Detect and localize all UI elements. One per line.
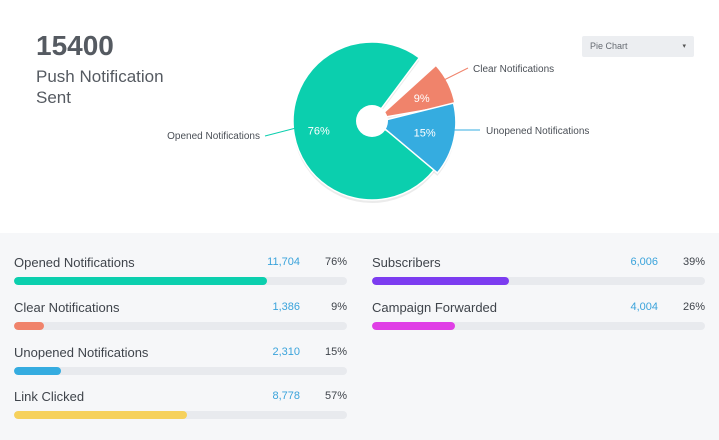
pie-callout-label: Clear Notifications: [473, 64, 554, 75]
stat-percent: 57%: [324, 390, 347, 402]
pie-callout-line: [439, 67, 469, 83]
stat-unopened-notifications: Unopened Notifications 2,310 15%: [14, 345, 347, 389]
chevron-down-icon: ▾: [682, 43, 686, 50]
pie-slice-percent: 76%: [308, 125, 330, 137]
total-count: 15400: [36, 30, 114, 61]
stat-link-clicked: Link Clicked 8,778 57%: [14, 389, 347, 433]
pie-slice-unopened-notifications[interactable]: [375, 102, 457, 174]
pie-callout-label: Unopened Notifications: [486, 126, 589, 137]
progress-track: [14, 322, 347, 330]
progress-fill: [14, 277, 268, 285]
pie-center-hole: [356, 105, 388, 137]
stat-percent: 15%: [324, 346, 347, 358]
stat-percent: 39%: [682, 256, 705, 268]
chart-type-select[interactable]: Pie Chart ▾: [582, 36, 694, 57]
progress-fill: [14, 322, 44, 330]
stat-percent: 26%: [682, 301, 705, 313]
stat-count[interactable]: 4,004: [630, 301, 658, 313]
stats-panel: Opened Notifications 11,704 76% Clear No…: [0, 233, 719, 440]
progress-track: [372, 277, 705, 285]
stat-opened-notifications: Opened Notifications 11,704 76%: [14, 255, 347, 299]
pie-slice-clear-notifications[interactable]: [374, 64, 457, 120]
pie-chart: 76% Opened Notifications 9% Clear Notificat…: [167, 41, 589, 203]
stat-percent: 76%: [324, 256, 347, 268]
pie-slice-percent: 15%: [414, 127, 436, 139]
pie-slice-percent: 9%: [414, 93, 430, 105]
stat-label: Clear Notifications: [14, 300, 120, 315]
stat-label: Opened Notifications: [14, 255, 135, 270]
progress-fill: [372, 277, 509, 285]
progress-fill: [372, 322, 456, 330]
chart-type-value: Pie Chart: [590, 41, 628, 51]
stat-count[interactable]: 8,778: [272, 390, 300, 402]
pie-callout-line: [264, 127, 297, 137]
progress-track: [372, 322, 705, 330]
pie-callout-label: Opened Notifications: [167, 131, 260, 142]
progress-track: [14, 367, 347, 375]
stat-count[interactable]: 6,006: [630, 256, 658, 268]
stat-label: Unopened Notifications: [14, 345, 149, 360]
total-caption: Push Notification Sent: [36, 67, 164, 107]
progress-track: [14, 277, 347, 285]
stat-label: Subscribers: [372, 255, 441, 270]
progress-track: [14, 411, 347, 419]
stat-count[interactable]: 1,386: [272, 301, 300, 313]
progress-fill: [14, 367, 61, 375]
stat-count[interactable]: 11,704: [267, 256, 300, 268]
stat-label: Campaign Forwarded: [372, 300, 498, 315]
progress-fill: [14, 411, 188, 419]
stat-clear-notifications: Clear Notifications 1,386 9%: [14, 300, 347, 344]
stat-subscribers: Subscribers 6,006 39%: [372, 255, 705, 299]
summary-panel: 15400 Push Notification Sent Pie Chart ▾…: [36, 30, 694, 203]
stat-label: Link Clicked: [14, 389, 85, 404]
stat-percent: 9%: [331, 301, 347, 313]
stat-campaign-forwarded: Campaign Forwarded 4,004 26%: [372, 300, 705, 344]
stat-count[interactable]: 2,310: [272, 346, 300, 358]
